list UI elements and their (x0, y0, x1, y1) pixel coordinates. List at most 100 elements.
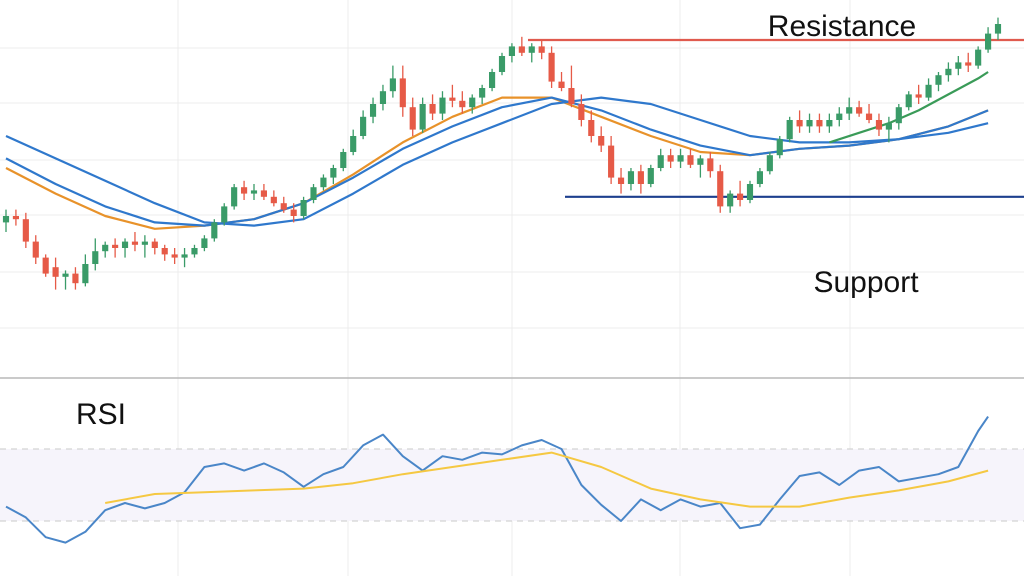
candle-body (231, 187, 238, 207)
candle-body (865, 113, 873, 120)
candle-body (389, 78, 396, 92)
candle-body (816, 120, 823, 127)
candle-body (72, 273, 79, 284)
candle-body (806, 120, 813, 127)
candle-body (241, 187, 248, 194)
candle-body (2, 216, 10, 223)
level-lines (528, 38, 1024, 198)
candle-body (270, 196, 277, 204)
candle-body (846, 107, 853, 114)
candle-body (518, 46, 525, 53)
candle-body (707, 158, 714, 172)
candle-body (280, 203, 287, 210)
candle-body (796, 120, 803, 127)
candle-body (756, 171, 763, 184)
rsi-signal-line (105, 451, 989, 508)
candle-body (558, 81, 565, 88)
candle-body (965, 62, 972, 66)
candle-body (399, 78, 406, 108)
candle-body (211, 222, 218, 239)
candle-body (975, 49, 982, 66)
rsi-lines (5, 416, 989, 544)
candle-body (161, 248, 168, 255)
candle-body (766, 155, 773, 172)
candle-body (379, 91, 387, 104)
candle-body (290, 209, 297, 216)
candle-body (945, 68, 952, 76)
candle-body (171, 254, 178, 258)
candle-body (528, 46, 535, 53)
moving-average-line-4 (829, 71, 989, 144)
candle-body (102, 244, 109, 252)
candle-body (578, 104, 585, 120)
candle-body (409, 107, 416, 130)
candle-body (112, 244, 119, 248)
candle-body (538, 46, 545, 53)
candle-body (42, 257, 49, 274)
candle-body (955, 62, 962, 69)
candle-body (250, 190, 258, 194)
candle-body (885, 123, 892, 130)
candle-body (994, 24, 1002, 34)
candle-body (508, 46, 515, 56)
candle-body (201, 238, 208, 248)
moving-averages (5, 71, 989, 230)
candle-body (985, 33, 992, 50)
candle-body (479, 88, 486, 98)
candle-body (498, 56, 506, 72)
candle-body (875, 120, 883, 130)
candle-body (588, 120, 595, 136)
candle-body (598, 136, 605, 146)
candle-body (717, 171, 724, 207)
candle-body (350, 136, 357, 152)
candle-body (260, 190, 267, 197)
candle-body (151, 241, 158, 248)
candle-body (449, 97, 456, 101)
candle-body (608, 145, 615, 178)
candle-body (687, 155, 694, 165)
candle-body (677, 155, 684, 162)
candle-body (836, 113, 843, 120)
candle-body (935, 75, 942, 85)
candle-body (320, 177, 327, 188)
candle-body (627, 171, 635, 184)
candle-body (469, 97, 476, 108)
rsi-title: RSI (76, 398, 126, 431)
rsi-line (5, 416, 989, 544)
candle-body (181, 254, 188, 258)
candle-body (82, 264, 89, 284)
candle-body (459, 100, 466, 108)
candle-body (310, 187, 317, 200)
rsi-band-fill (0, 449, 1024, 521)
candle-body (141, 241, 148, 245)
candle-body (617, 177, 625, 184)
candle-body (667, 155, 674, 162)
candle-body (895, 107, 902, 124)
candle-body (92, 251, 99, 264)
candle-body (568, 88, 575, 104)
candle-body (12, 216, 19, 220)
candle-body (300, 200, 307, 216)
candle-body (429, 104, 436, 114)
candle-body (489, 72, 496, 88)
candle-body (62, 273, 69, 277)
candle-body (548, 52, 555, 82)
rsi-band (0, 449, 1024, 521)
candle-body (727, 193, 734, 207)
candle-body (856, 107, 863, 114)
candle-body (360, 116, 367, 136)
candle-body (121, 241, 129, 248)
support-label: Support (813, 266, 919, 299)
candle-body (221, 206, 228, 223)
candle-body (737, 193, 744, 200)
resistance-label: Resistance (768, 10, 916, 43)
candle-body (131, 241, 139, 245)
candle-body (657, 155, 664, 168)
candle-body (826, 120, 833, 127)
candle-body (330, 168, 337, 178)
candle-body (22, 219, 29, 242)
candle-body (786, 120, 793, 140)
moving-average-line-3 (5, 96, 989, 227)
candle-body (697, 158, 704, 165)
